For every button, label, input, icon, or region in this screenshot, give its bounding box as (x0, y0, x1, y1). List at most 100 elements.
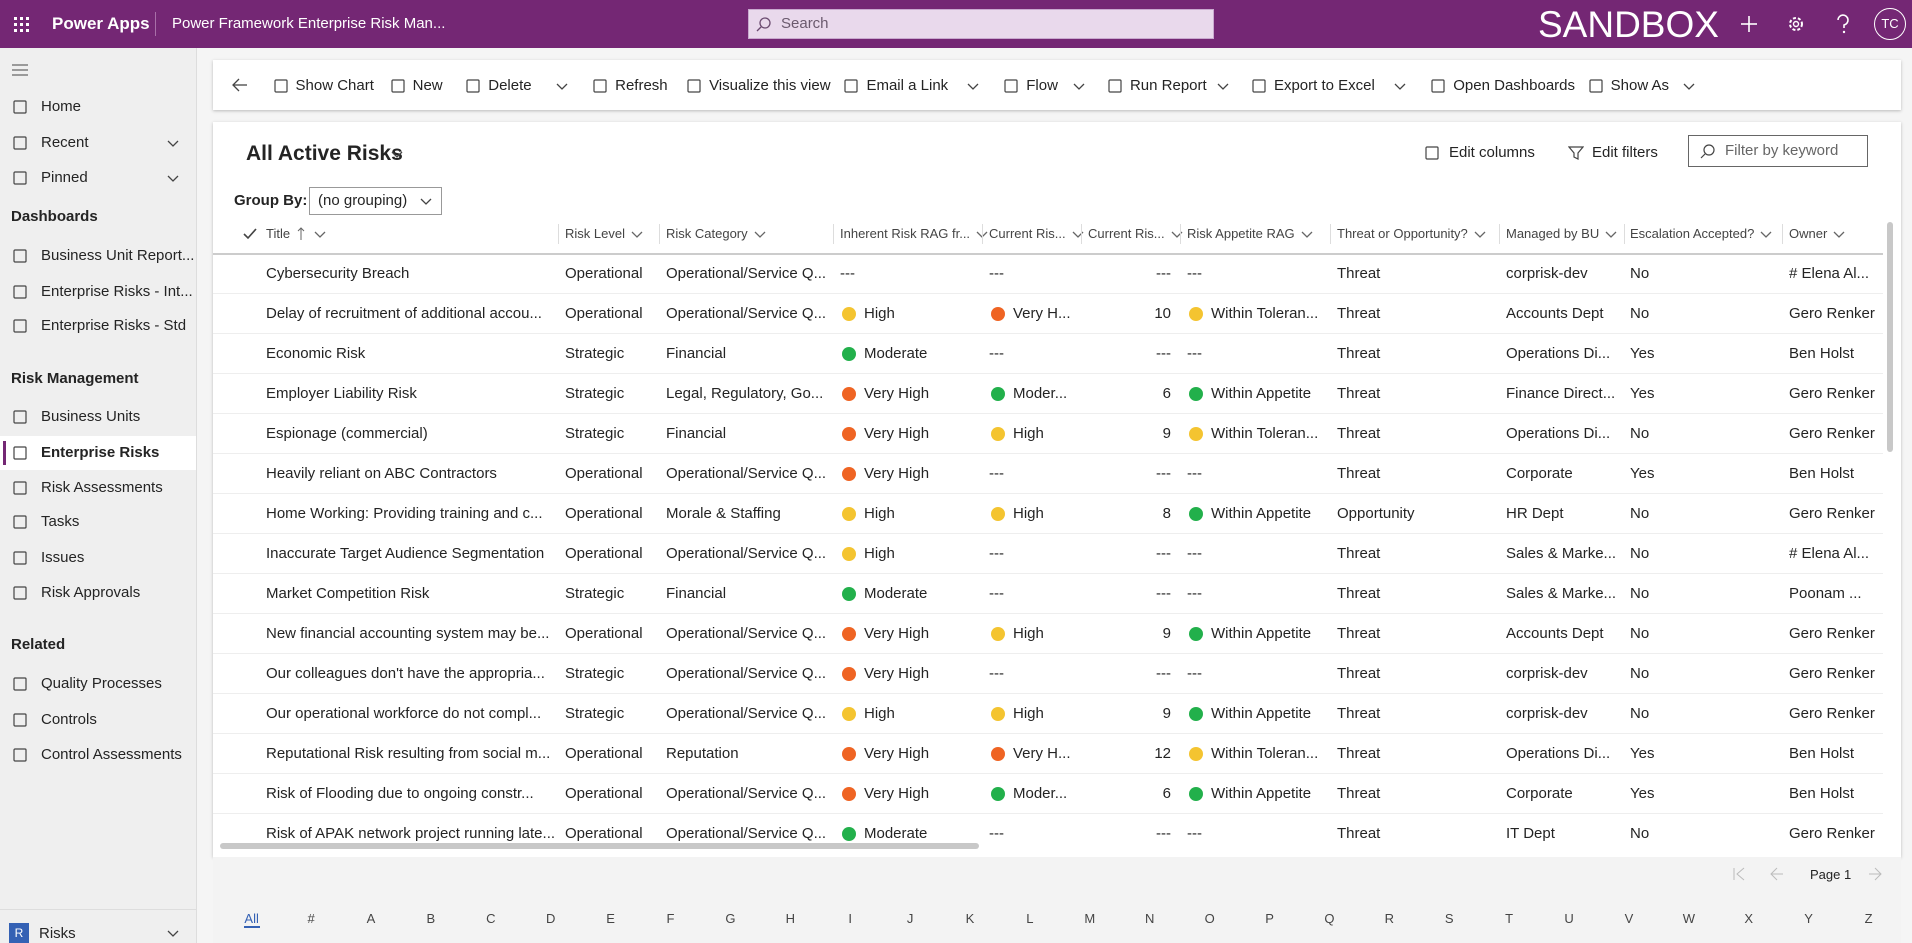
jump-letter[interactable]: G (725, 911, 736, 926)
cell: No (1630, 265, 1650, 282)
status-dot (991, 707, 1005, 721)
command-button[interactable]: Show Chart (295, 77, 374, 94)
cell: Threat (1337, 305, 1381, 322)
cell: Morale & Staffing (666, 505, 781, 522)
command-button[interactable]: Open Dashboards (1453, 77, 1576, 94)
column-header[interactable]: Risk Appetite RAG (1187, 226, 1295, 241)
cell: 8 (1162, 505, 1171, 522)
cell: --- (989, 265, 1004, 282)
edit-filters[interactable]: Edit filters (1592, 144, 1658, 161)
command-button[interactable]: Visualize this view (709, 77, 831, 94)
command-button[interactable]: Run Report (1129, 77, 1207, 94)
cell: Threat (1337, 425, 1381, 442)
command-button[interactable]: New (412, 77, 443, 94)
nav-item[interactable]: Business Unit Report... (41, 247, 195, 265)
prev-page (1770, 867, 1783, 881)
jump-letter[interactable]: Y (1804, 911, 1813, 926)
nav-item[interactable]: Recent (41, 133, 89, 151)
cell: corprisk-dev (1506, 705, 1588, 722)
jump-letter[interactable]: M (1084, 911, 1096, 926)
jump-letter[interactable]: H (785, 911, 795, 926)
column-header[interactable]: Current Ris... (989, 226, 1066, 241)
nav-item[interactable]: Enterprise Risks - Std (41, 316, 187, 334)
nav-item[interactable]: Tasks (41, 513, 80, 531)
column-header[interactable]: Managed by BU (1506, 226, 1600, 241)
jump-letter[interactable]: L (1026, 911, 1034, 926)
jump-letter[interactable]: S (1444, 911, 1454, 926)
jump-letter[interactable]: V (1624, 911, 1634, 926)
jump-letter[interactable]: F (666, 911, 675, 926)
command-button[interactable]: Delete (488, 77, 532, 94)
command-button[interactable]: Export to Excel (1273, 77, 1375, 94)
column-header[interactable]: Risk Level (565, 226, 625, 241)
jump-letter[interactable]: A (366, 911, 376, 926)
jump-letter[interactable]: I (848, 911, 853, 926)
jump-letter[interactable]: N (1145, 911, 1155, 926)
jump-letter[interactable]: # (307, 911, 315, 926)
status-dot (842, 307, 856, 321)
row-title: Home Working: Providing training and c..… (266, 505, 543, 522)
jump-letter[interactable]: J (906, 911, 914, 926)
command-button[interactable]: Show As (1610, 77, 1670, 94)
jump-letter[interactable]: P (1265, 911, 1274, 926)
nav-item[interactable]: Home (41, 98, 82, 116)
chevron (1683, 83, 1695, 90)
cell: Moderate (864, 585, 928, 602)
command-button[interactable]: Email a Link (866, 77, 949, 94)
nav-item[interactable]: Issues (41, 548, 85, 566)
nav-item[interactable]: Enterprise Risks - Int... (41, 282, 193, 300)
cell: corprisk-dev (1506, 665, 1588, 682)
cell: Very H... (1013, 305, 1071, 322)
cell: Yes (1630, 465, 1655, 482)
column-header[interactable]: Escalation Accepted? (1630, 226, 1755, 241)
jump-letter[interactable]: R (1384, 911, 1395, 926)
jump-letter[interactable]: X (1744, 911, 1754, 926)
cell: --- (1187, 345, 1202, 362)
column-header[interactable]: Inherent Risk RAG fr... (840, 226, 971, 241)
nav-item[interactable]: Business Units (41, 408, 141, 426)
cell: Operational (565, 785, 643, 802)
row-divider (213, 533, 1883, 534)
nav-item[interactable]: Risk Assessments (41, 479, 163, 496)
next-page (1869, 867, 1882, 881)
cell: Financial (666, 585, 727, 602)
column-header[interactable]: Owner (1789, 226, 1828, 241)
status-dot (842, 387, 856, 401)
jump-letter[interactable]: Z (1864, 911, 1873, 926)
nav-item[interactable]: Enterprise Risks (41, 443, 160, 461)
view-title[interactable]: All Active Risks (246, 142, 403, 165)
column-header[interactable]: Title (266, 226, 291, 241)
jump-letter[interactable]: All (244, 911, 259, 926)
column-header[interactable]: Current Ris... (1088, 226, 1165, 241)
jump-letter[interactable]: K (965, 911, 975, 926)
cell: Operations Di... (1506, 345, 1611, 362)
column-header[interactable]: Threat or Opportunity? (1337, 226, 1468, 241)
cell: Threat (1337, 345, 1381, 362)
jump-letter[interactable]: O (1204, 911, 1215, 926)
cell: 9 (1162, 425, 1171, 442)
jump-letter[interactable]: W (1682, 911, 1695, 926)
nav-item[interactable]: Pinned (41, 169, 88, 187)
filter-box[interactable] (1688, 135, 1868, 167)
edit-columns[interactable]: Edit columns (1449, 144, 1535, 161)
nav-item[interactable]: Risk Approvals (41, 583, 141, 601)
cell: --- (1156, 825, 1171, 842)
command-button[interactable]: Flow (1026, 77, 1058, 94)
jump-letter[interactable]: U (1564, 911, 1574, 926)
group-by-select[interactable] (309, 187, 442, 215)
search-box[interactable] (748, 9, 1214, 39)
area-name[interactable]: Risks (39, 925, 76, 942)
column-header[interactable]: Risk Category (666, 226, 748, 241)
command-button[interactable]: Refresh (615, 77, 668, 94)
nav-item[interactable]: Control Assessments (41, 746, 182, 764)
avatar[interactable]: TC (1874, 8, 1906, 40)
jump-letter[interactable]: C (486, 911, 496, 926)
jump-letter[interactable]: B (426, 911, 436, 926)
nav-item[interactable]: Controls (41, 710, 97, 728)
jump-letter[interactable]: T (1505, 911, 1514, 926)
cell: Threat (1337, 785, 1381, 802)
jump-letter[interactable]: D (546, 911, 556, 926)
nav-item[interactable]: Quality Processes (41, 675, 162, 693)
jump-letter[interactable]: Q (1324, 911, 1335, 926)
jump-letter[interactable]: E (606, 911, 615, 926)
